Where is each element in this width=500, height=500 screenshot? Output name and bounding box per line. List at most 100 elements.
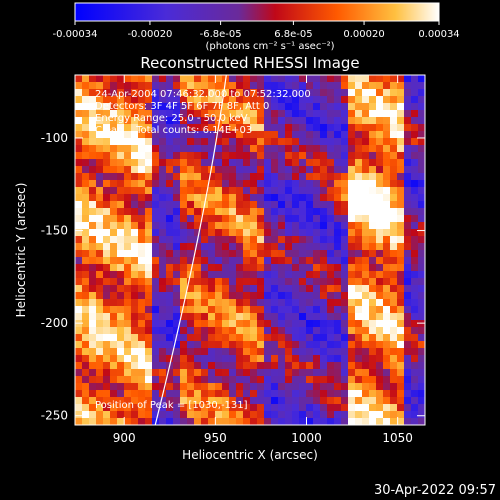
heatmap-cell bbox=[292, 194, 299, 201]
heatmap-cell bbox=[418, 138, 425, 145]
heatmap-cell bbox=[411, 117, 418, 124]
heatmap-cell bbox=[208, 215, 215, 222]
heatmap-cell bbox=[348, 215, 355, 222]
heatmap-cell bbox=[138, 229, 145, 236]
heatmap-cell bbox=[411, 397, 418, 404]
heatmap-cell bbox=[383, 341, 390, 348]
heatmap-cell bbox=[117, 376, 124, 383]
heatmap-cell bbox=[124, 124, 131, 131]
heatmap-cell bbox=[257, 313, 264, 320]
heatmap-cell bbox=[145, 376, 152, 383]
heatmap-cell bbox=[194, 306, 201, 313]
heatmap-cell bbox=[278, 152, 285, 159]
heatmap-cell bbox=[173, 89, 180, 96]
heatmap-cell bbox=[103, 390, 110, 397]
heatmap-cell bbox=[159, 320, 166, 327]
heatmap-cell bbox=[278, 222, 285, 229]
annotation-time-range: 24-Apr-2004 07:46:32.000 to 07:52:32.000 bbox=[95, 89, 311, 100]
heatmap-cell bbox=[404, 159, 411, 166]
heatmap-cell bbox=[201, 215, 208, 222]
heatmap-cell bbox=[75, 292, 82, 299]
heatmap-cell bbox=[348, 173, 355, 180]
y-axis-label: Heliocentric Y (arcsec) bbox=[14, 183, 28, 318]
colorbar-tick-label: 6.8e-05 bbox=[274, 29, 312, 40]
heatmap-cell bbox=[257, 320, 264, 327]
heatmap-cell bbox=[390, 152, 397, 159]
heatmap-cell bbox=[145, 292, 152, 299]
heatmap-cell bbox=[299, 222, 306, 229]
heatmap-cell bbox=[369, 96, 376, 103]
heatmap-cell bbox=[194, 411, 201, 418]
heatmap-cell bbox=[103, 138, 110, 145]
heatmap-cell bbox=[404, 278, 411, 285]
heatmap-cell bbox=[194, 173, 201, 180]
heatmap-cell bbox=[89, 145, 96, 152]
heatmap-cell bbox=[208, 194, 215, 201]
heatmap-cell bbox=[390, 131, 397, 138]
heatmap-cell bbox=[236, 173, 243, 180]
heatmap-cell bbox=[82, 110, 89, 117]
heatmap-cell bbox=[250, 411, 257, 418]
heatmap-cell bbox=[187, 117, 194, 124]
heatmap-cell bbox=[257, 376, 264, 383]
heatmap-cell bbox=[159, 355, 166, 362]
heatmap-cell bbox=[397, 152, 404, 159]
heatmap-cell bbox=[411, 145, 418, 152]
heatmap-cell bbox=[313, 145, 320, 152]
heatmap-cell bbox=[390, 411, 397, 418]
heatmap-cell bbox=[243, 152, 250, 159]
heatmap-cell bbox=[292, 320, 299, 327]
heatmap-cell bbox=[166, 285, 173, 292]
heatmap-cell bbox=[320, 75, 327, 82]
heatmap-cell bbox=[327, 215, 334, 222]
heatmap-cell bbox=[271, 299, 278, 306]
heatmap-cell bbox=[362, 418, 369, 425]
heatmap-cell bbox=[222, 278, 229, 285]
heatmap-cell bbox=[117, 243, 124, 250]
heatmap-cell bbox=[243, 103, 250, 110]
heatmap-cell bbox=[418, 292, 425, 299]
heatmap-cell bbox=[201, 257, 208, 264]
heatmap-cell bbox=[278, 89, 285, 96]
heatmap-cell bbox=[320, 369, 327, 376]
heatmap-cell bbox=[173, 110, 180, 117]
heatmap-cell bbox=[243, 236, 250, 243]
heatmap-cell bbox=[201, 236, 208, 243]
heatmap-cell bbox=[131, 292, 138, 299]
heatmap-cell bbox=[313, 159, 320, 166]
heatmap-cell bbox=[166, 313, 173, 320]
heatmap-cell bbox=[264, 285, 271, 292]
heatmap-cell bbox=[180, 313, 187, 320]
heatmap-cell bbox=[369, 138, 376, 145]
heatmap-cell bbox=[341, 166, 348, 173]
heatmap-cell bbox=[334, 215, 341, 222]
heatmap-cell bbox=[173, 313, 180, 320]
heatmap-cell bbox=[341, 376, 348, 383]
heatmap-cell bbox=[313, 362, 320, 369]
heatmap-cell bbox=[355, 320, 362, 327]
heatmap-cell bbox=[292, 110, 299, 117]
heatmap-cell bbox=[369, 173, 376, 180]
heatmap-cell bbox=[96, 362, 103, 369]
heatmap-cell bbox=[383, 327, 390, 334]
heatmap-cell bbox=[299, 355, 306, 362]
heatmap-cell bbox=[159, 159, 166, 166]
heatmap-cell bbox=[341, 355, 348, 362]
heatmap-cell bbox=[397, 341, 404, 348]
heatmap-cell bbox=[341, 390, 348, 397]
heatmap-cell bbox=[208, 180, 215, 187]
heatmap-cell bbox=[145, 313, 152, 320]
heatmap-cell bbox=[166, 306, 173, 313]
heatmap-cell bbox=[278, 131, 285, 138]
heatmap-cell bbox=[383, 201, 390, 208]
heatmap-cell bbox=[229, 285, 236, 292]
heatmap-cell bbox=[89, 397, 96, 404]
heatmap-cell bbox=[131, 103, 138, 110]
heatmap-cell bbox=[271, 369, 278, 376]
heatmap-cell bbox=[334, 327, 341, 334]
heatmap-cell bbox=[138, 138, 145, 145]
heatmap-cell bbox=[138, 404, 145, 411]
heatmap-cell bbox=[138, 117, 145, 124]
heatmap-cell bbox=[299, 75, 306, 82]
heatmap-cell bbox=[334, 264, 341, 271]
